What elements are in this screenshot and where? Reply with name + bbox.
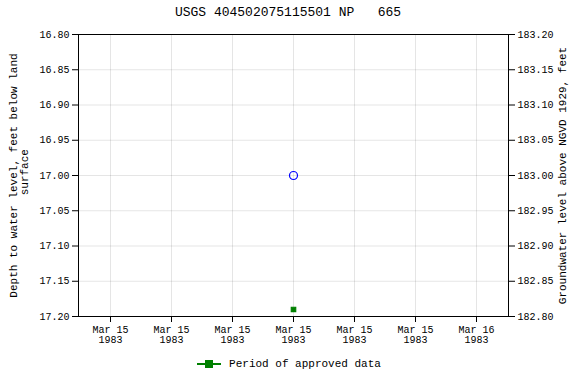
svg-text:17.20: 17.20	[39, 312, 69, 323]
svg-text:183.20: 183.20	[518, 30, 554, 41]
svg-text:Mar 151983: Mar 151983	[92, 325, 128, 346]
svg-text:Mar 151983: Mar 151983	[336, 325, 372, 346]
svg-text:Mar 151983: Mar 151983	[214, 325, 250, 346]
svg-text:183.10: 183.10	[518, 100, 554, 111]
svg-text:183.15: 183.15	[518, 65, 554, 76]
svg-text:Mar 151983: Mar 151983	[397, 325, 433, 346]
svg-text:17.10: 17.10	[39, 241, 69, 252]
svg-text:Mar 151983: Mar 151983	[153, 325, 189, 346]
svg-text:17.05: 17.05	[39, 206, 69, 217]
html-text:Period of approved data: Period of approved data	[229, 358, 381, 370]
html-text:USGS 404502075115501 NP 665: USGS 404502075115501 NP 665	[174, 5, 402, 20]
svg-text:Groundwater level above NGVD 1: Groundwater level above NGVD 1929, feet	[557, 47, 569, 304]
svg-text:17.15: 17.15	[39, 276, 69, 287]
svg-text:16.80: 16.80	[39, 30, 69, 41]
svg-text:Depth to water level, feet bel: Depth to water level, feet below land su…	[8, 53, 31, 297]
svg-text:Mar 151983: Mar 151983	[275, 325, 311, 346]
svg-text:182.85: 182.85	[518, 276, 554, 287]
svg-text:16.85: 16.85	[39, 65, 69, 76]
svg-text:183.00: 183.00	[518, 171, 554, 182]
svg-text:17.00: 17.00	[39, 171, 69, 182]
svg-text:16.90: 16.90	[39, 100, 69, 111]
svg-text:Mar 161983: Mar 161983	[458, 325, 494, 346]
svg-text:182.80: 182.80	[518, 312, 554, 323]
svg-text:182.95: 182.95	[518, 206, 554, 217]
svg-text:182.90: 182.90	[518, 241, 554, 252]
svg-text:183.05: 183.05	[518, 135, 554, 146]
svg-text:16.95: 16.95	[39, 135, 69, 146]
